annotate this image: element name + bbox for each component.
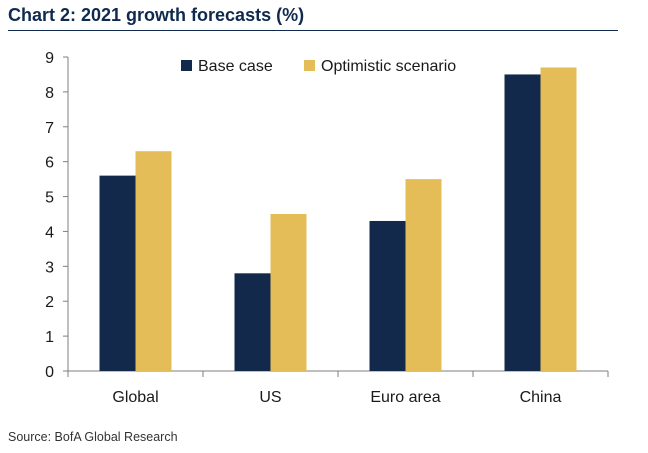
y-tick-label: 5 xyxy=(45,190,54,207)
x-tick-label: Euro area xyxy=(370,389,440,406)
bar-optimistic-china xyxy=(540,67,577,371)
source-note: Source: BofA Global Research xyxy=(8,430,178,444)
bar-base-case-euro-area xyxy=(369,220,406,371)
x-tick-label: Global xyxy=(112,389,158,406)
legend: Base case Optimistic scenario xyxy=(181,58,456,75)
legend-swatch xyxy=(181,60,192,71)
bar-optimistic-us xyxy=(270,214,307,371)
y-tick-label: 2 xyxy=(45,294,54,311)
y-tick-label: 6 xyxy=(45,155,54,172)
legend-swatch xyxy=(304,60,315,71)
bar-optimistic-global xyxy=(135,151,172,371)
legend-label: Base case xyxy=(198,58,273,75)
y-tick-label: 9 xyxy=(45,50,54,67)
x-tick-label: China xyxy=(520,389,562,406)
y-tick-label: 3 xyxy=(45,259,54,276)
bars xyxy=(99,67,577,371)
y-tick-label: 8 xyxy=(45,85,54,102)
y-tick-label: 4 xyxy=(45,224,54,241)
bar-optimistic-euro-area xyxy=(405,179,442,371)
x-axis: Global US Euro area China xyxy=(67,370,609,406)
bar-base-case-global xyxy=(99,175,136,371)
y-tick-label: 0 xyxy=(45,364,54,381)
y-tick-label: 1 xyxy=(45,329,54,346)
bar-base-case-china xyxy=(504,74,541,371)
chart-title: Chart 2: 2021 growth forecasts (%) xyxy=(8,5,305,25)
legend-label: Optimistic scenario xyxy=(321,58,456,75)
y-tick-label: 7 xyxy=(45,120,54,137)
bar-chart: 0 1 2 3 4 5 6 7 8 9 Global US Euro area China Base c… xyxy=(45,50,609,406)
title-divider xyxy=(8,30,618,31)
y-axis: 0 1 2 3 4 5 6 7 8 9 xyxy=(45,50,69,381)
x-tick-label: US xyxy=(259,389,281,406)
bar-base-case-us xyxy=(234,273,271,371)
